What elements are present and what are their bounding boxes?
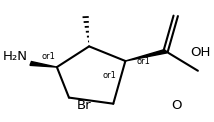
Polygon shape: [30, 61, 57, 67]
Text: or1: or1: [42, 52, 56, 61]
Text: OH: OH: [191, 46, 211, 59]
Text: or1: or1: [102, 71, 116, 80]
Text: or1: or1: [137, 57, 150, 66]
Text: H₂N: H₂N: [3, 50, 28, 63]
Text: Br: Br: [77, 99, 91, 112]
Text: O: O: [171, 99, 182, 112]
Polygon shape: [125, 50, 167, 61]
